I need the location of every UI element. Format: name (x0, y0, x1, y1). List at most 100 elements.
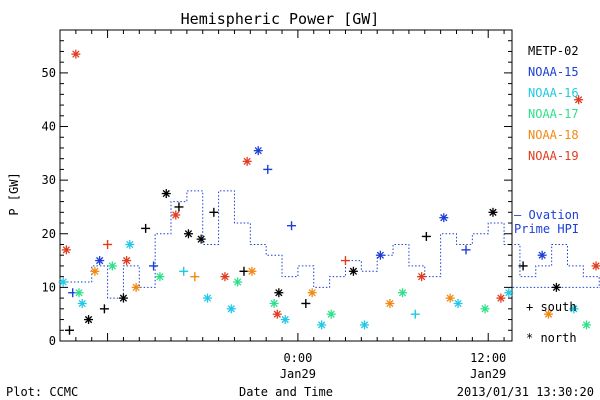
data-point (591, 261, 600, 271)
data-point (398, 288, 408, 298)
ovation-model-line (60, 190, 600, 299)
data-point (504, 288, 514, 298)
data-point (71, 49, 81, 59)
data-point (317, 320, 327, 330)
x-tick-time-label: 12:00 (470, 351, 506, 365)
data-point (233, 277, 243, 287)
plot-frame (59, 29, 513, 342)
data-point (326, 309, 336, 319)
data-point (209, 207, 219, 217)
data-point (385, 298, 395, 308)
y-tick-label: 30 (42, 173, 56, 187)
legend-noaa-19: NOAA-19 (528, 149, 579, 163)
data-point (155, 272, 165, 282)
x-tick-time-label: 0:00 (283, 351, 312, 365)
data-point (84, 315, 94, 325)
y-tick-label: 40 (42, 120, 56, 134)
y-tick-label: 10 (42, 280, 56, 294)
data-point (239, 266, 249, 276)
data-point (220, 272, 230, 282)
plot-timestamp: 2013/01/31 13:30:20 (457, 385, 594, 399)
data-points (58, 49, 600, 335)
data-point (65, 325, 75, 335)
data-point (226, 304, 236, 314)
data-point (480, 304, 490, 314)
data-point (74, 288, 84, 298)
data-point (348, 266, 358, 276)
data-point (179, 266, 189, 276)
legend-noaa-15: NOAA-15 (528, 65, 579, 79)
y-axis-label: P [GW] (7, 172, 21, 215)
legend-north-marker: * north (526, 331, 577, 345)
data-point (574, 95, 584, 105)
data-point (103, 239, 113, 249)
data-point (269, 298, 279, 308)
data-point (190, 272, 200, 282)
data-point (161, 189, 171, 199)
data-point (280, 315, 290, 325)
legend-ovation-prime-hpi: Prime HPI (514, 222, 579, 236)
legend-noaa-17: NOAA-17 (528, 107, 579, 121)
data-point (253, 146, 263, 156)
data-point (421, 231, 431, 241)
data-point (537, 250, 547, 260)
data-point (95, 256, 105, 266)
data-point (125, 239, 135, 249)
ovation-model-path (60, 190, 600, 299)
data-point (488, 207, 498, 217)
data-point (582, 320, 592, 330)
data-point (453, 298, 463, 308)
data-point (410, 309, 420, 319)
data-point (99, 304, 109, 314)
data-point (301, 298, 311, 308)
data-point (496, 293, 506, 303)
data-point (131, 282, 141, 292)
legend-noaa-16: NOAA-16 (528, 86, 579, 100)
data-point (107, 261, 117, 271)
data-point (287, 221, 297, 231)
data-point (518, 261, 528, 271)
data-point (141, 223, 151, 233)
data-point (118, 293, 128, 303)
data-point (196, 234, 206, 244)
x-axis-label: Date and Time (239, 385, 333, 399)
data-point (58, 277, 68, 287)
data-point (183, 229, 193, 239)
y-tick-label: 20 (42, 227, 56, 241)
data-point (274, 288, 284, 298)
data-point (360, 320, 370, 330)
data-point (174, 202, 184, 212)
data-point (439, 213, 449, 223)
axes: 010203040500:00Jan2912:00Jan290:00Jan301… (42, 29, 512, 381)
x-tick-date-label: Jan29 (280, 367, 316, 381)
legend-metp-02: METP-02 (528, 44, 579, 58)
data-point (461, 245, 471, 255)
data-point (263, 164, 273, 174)
y-tick-label: 0 (49, 334, 56, 348)
data-point (340, 256, 350, 266)
data-point (417, 272, 427, 282)
data-point (307, 288, 317, 298)
data-point (551, 282, 561, 292)
data-point (77, 298, 87, 308)
data-point (202, 293, 212, 303)
chart-title: Hemispheric Power [GW] (181, 10, 380, 28)
data-point (375, 250, 385, 260)
legend-south-marker: + south (526, 300, 577, 314)
x-tick-date-label: Jan29 (470, 367, 506, 381)
data-point (247, 266, 257, 276)
data-point (543, 309, 553, 319)
data-point (242, 156, 252, 166)
legend-noaa-18: NOAA-18 (528, 128, 579, 142)
legend-ovation-prime-hpi: – Ovation (514, 208, 579, 222)
y-tick-label: 50 (42, 66, 56, 80)
data-point (61, 245, 71, 255)
legend: METP-02 NOAA-15 NOAA-16 NOAA-17 NOAA-18 NOAA-… (514, 44, 579, 345)
data-point (149, 261, 159, 271)
plot-credit: Plot: CCMC (6, 385, 78, 399)
data-point (445, 293, 455, 303)
data-point (272, 309, 282, 319)
data-point (122, 256, 132, 266)
data-point (171, 210, 181, 220)
